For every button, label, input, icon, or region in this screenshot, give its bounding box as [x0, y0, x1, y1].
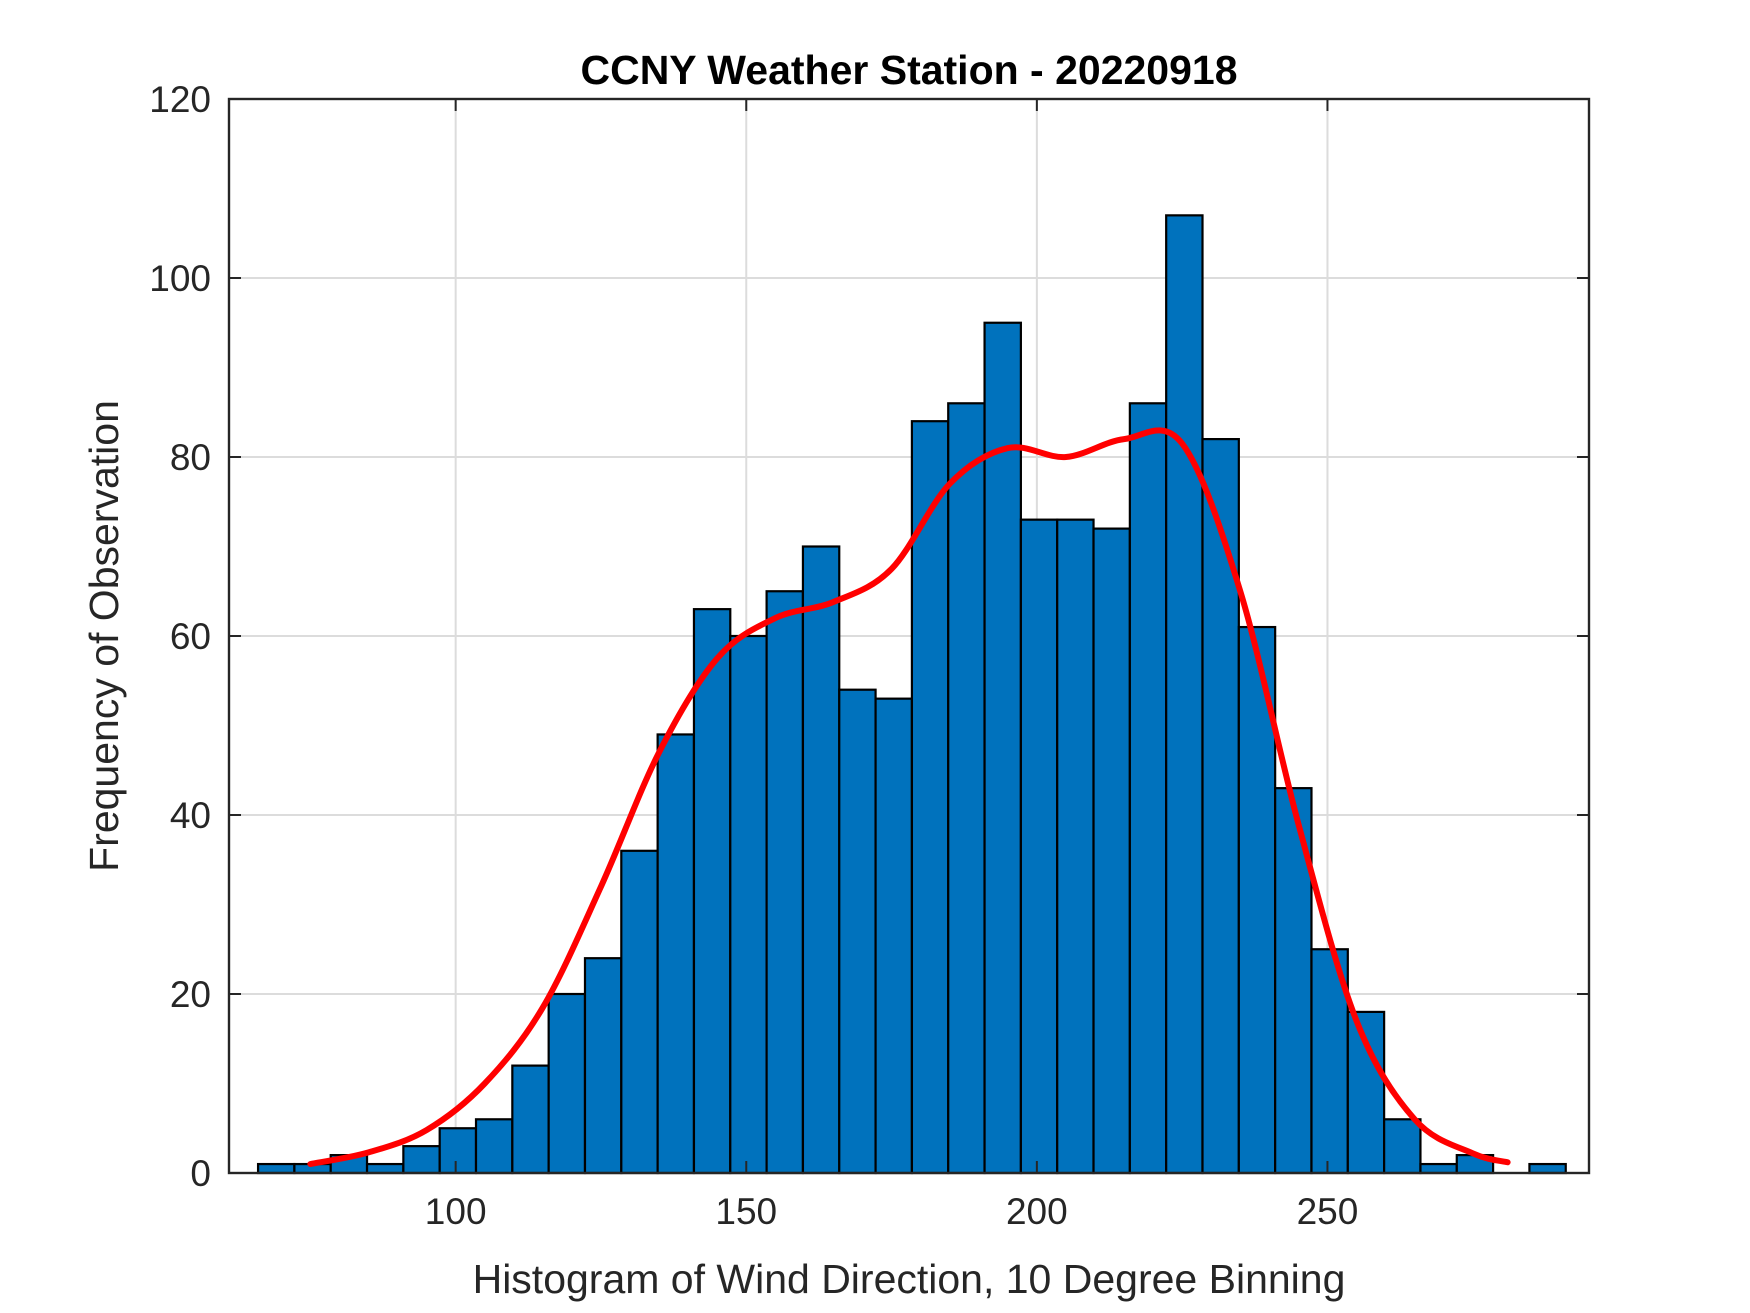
- histogram-bar: [1528, 1162, 1567, 1175]
- histogram-bar: [765, 590, 805, 1175]
- y-tick-label: 80: [170, 437, 211, 478]
- x-tick-label: 150: [715, 1191, 777, 1232]
- histogram-bar: [1165, 214, 1204, 1175]
- y-tick-label: 60: [170, 616, 211, 657]
- histogram-bar: [656, 733, 696, 1175]
- y-tick-label: 0: [190, 1153, 211, 1194]
- y-tick-label: 100: [149, 258, 211, 299]
- histogram-bar: [1019, 518, 1059, 1175]
- tick-labels: 100 150 200 250 0 20 40 60 80 100 120: [149, 79, 1358, 1232]
- y-tick-label: 120: [149, 79, 211, 120]
- x-axis-label: Histogram of Wind Direction, 10 Degree B…: [473, 1256, 1346, 1302]
- histogram-bar: [583, 957, 623, 1175]
- y-tick-label: 20: [170, 974, 211, 1015]
- histogram-bar: [474, 1118, 514, 1175]
- histogram-bar: [692, 608, 732, 1175]
- histogram-bar: [620, 849, 659, 1175]
- histogram-bar: [838, 688, 877, 1175]
- x-tick-label: 250: [1297, 1191, 1359, 1232]
- axes: [227, 97, 1591, 1175]
- histogram-bar: [547, 992, 587, 1175]
- histogram-bar: [438, 1127, 478, 1175]
- histogram-bar: [1383, 1118, 1422, 1175]
- histogram-bar: [365, 1162, 405, 1175]
- chart-title: CCNY Weather Station - 20220918: [580, 47, 1237, 93]
- histogram-bar: [1419, 1162, 1458, 1175]
- fit-curve-layer: [307, 427, 1511, 1168]
- histogram-bar: [1056, 518, 1095, 1175]
- histogram-bar: [1092, 527, 1131, 1175]
- histogram-bar: [801, 545, 841, 1175]
- histogram-bar: [402, 1145, 441, 1175]
- y-tick-label: 40: [170, 795, 211, 836]
- histogram-bar: [729, 634, 768, 1175]
- histogram-bar: [1201, 438, 1240, 1175]
- histogram-bar: [874, 697, 914, 1175]
- x-tick-label: 100: [425, 1191, 487, 1232]
- fit-curve-line: [307, 427, 1511, 1168]
- x-tick-label: 200: [1006, 1191, 1068, 1232]
- histogram-bar: [947, 402, 986, 1175]
- histogram-bar: [1128, 402, 1168, 1175]
- histogram-bar: [511, 1064, 550, 1175]
- y-axis-label: Frequency of Observation: [81, 400, 127, 872]
- histogram-bar: [256, 1162, 296, 1175]
